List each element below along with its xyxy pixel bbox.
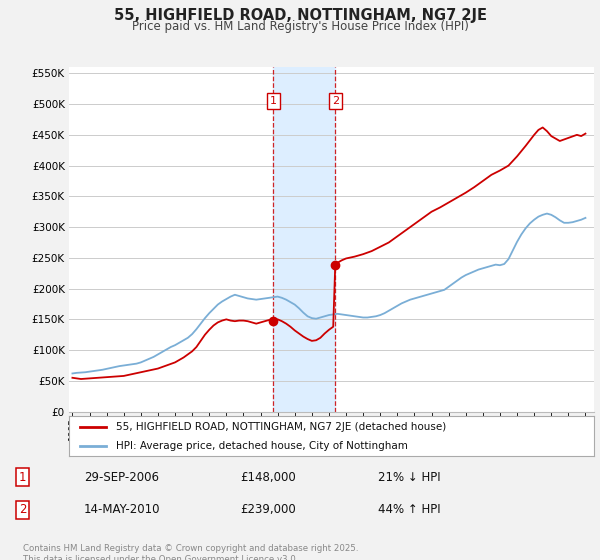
Text: HPI: Average price, detached house, City of Nottingham: HPI: Average price, detached house, City…: [116, 441, 408, 450]
Text: Price paid vs. HM Land Registry's House Price Index (HPI): Price paid vs. HM Land Registry's House …: [131, 20, 469, 32]
Bar: [274, 67, 335, 412]
Text: 55, HIGHFIELD ROAD, NOTTINGHAM, NG7 2JE (detached house): 55, HIGHFIELD ROAD, NOTTINGHAM, NG7 2JE …: [116, 422, 446, 432]
Text: 21% ↓ HPI: 21% ↓ HPI: [378, 470, 440, 484]
Text: £239,000: £239,000: [240, 503, 296, 516]
Text: 2: 2: [19, 503, 26, 516]
Text: 2: 2: [332, 96, 339, 106]
Text: 55, HIGHFIELD ROAD, NOTTINGHAM, NG7 2JE: 55, HIGHFIELD ROAD, NOTTINGHAM, NG7 2JE: [113, 8, 487, 24]
Text: Contains HM Land Registry data © Crown copyright and database right 2025.
This d: Contains HM Land Registry data © Crown c…: [23, 544, 358, 560]
Text: 1: 1: [19, 470, 26, 484]
Text: 14-MAY-2010: 14-MAY-2010: [84, 503, 161, 516]
Text: 29-SEP-2006: 29-SEP-2006: [84, 470, 159, 484]
Text: 44% ↑ HPI: 44% ↑ HPI: [378, 503, 440, 516]
Text: 1: 1: [270, 96, 277, 106]
Text: £148,000: £148,000: [240, 470, 296, 484]
